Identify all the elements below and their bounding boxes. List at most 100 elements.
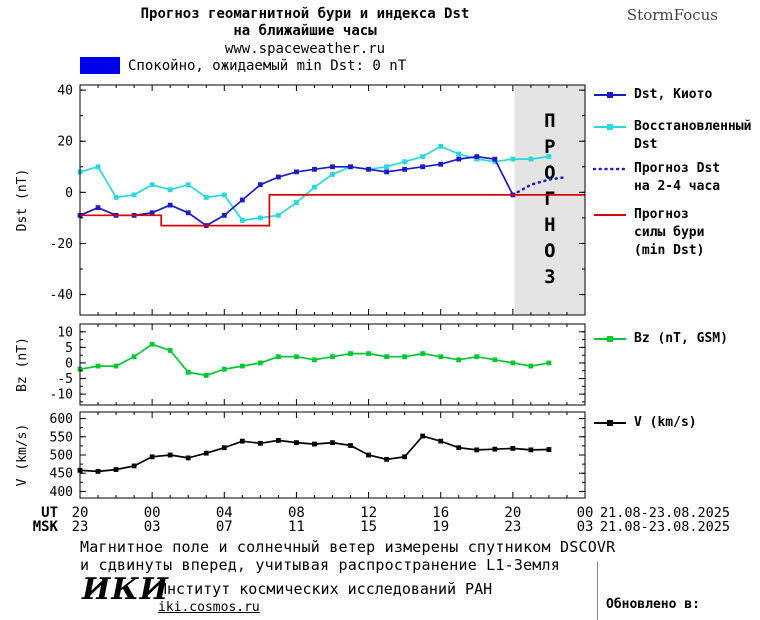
series-marker [330,354,335,360]
footer-note-line1: Магнитное поле и солнечный ветер измерен… [80,538,616,556]
series-marker [275,354,281,360]
series-marker [239,438,245,444]
series-marker [185,182,191,188]
ut-axis-label: UT [41,505,58,521]
series-marker [348,164,353,170]
y-tick-label: 0 [65,186,73,201]
updated-block: Обновлено в: UT 20:05, 22.08.2025 MSK 23… [597,562,760,620]
forecast-region-letter: Г [544,188,555,210]
series-marker [221,366,227,372]
series-marker [330,164,335,170]
series-marker [95,468,101,474]
series-marker [203,195,209,200]
series-marker [456,156,462,162]
series-marker [510,156,516,162]
legend-label: Прогноз [634,207,689,222]
series-marker [420,433,426,439]
series-marker [95,164,101,170]
iki-site-link[interactable]: iki.cosmos.ru [158,600,260,615]
series-marker [420,154,426,159]
series-marker [275,212,281,218]
series-marker [113,467,119,472]
series-marker [221,445,227,451]
y-tick-label: -5 [57,372,73,387]
series-marker [149,210,155,216]
y-tick-label: 5 [65,341,73,356]
series-marker [294,354,299,360]
forecast-region-letter: З [544,266,555,288]
header: Прогноз геомагнитной бури и индекса Dst … [55,6,555,58]
ut-tick-label: 12 [360,505,377,521]
legend-label: Dst [634,137,658,152]
series-marker [546,154,552,159]
institute-name: Институт космических исследований РАН [158,580,493,598]
series-marker [348,351,353,356]
msk-tick-label: 19 [432,519,449,535]
series-line-dst-2 [511,175,569,197]
series-marker [131,192,137,198]
series-marker [257,440,263,446]
legend-label: (min Dst) [634,243,705,258]
legend-label: V (km/s) [634,415,697,430]
legend-label: на 2-4 часа [634,179,721,194]
y-tick-label: 600 [50,412,73,427]
ut-tick-label: 08 [288,505,305,521]
y-tick-label: 20 [57,135,73,150]
y-axis-label-v: V (km/s) [15,424,30,487]
series-marker [149,454,155,460]
msk-axis-label: MSK [33,519,59,535]
series-marker [474,354,480,360]
series-marker [149,341,155,347]
msk-tick-label: 03 [144,519,161,535]
series-marker [149,182,155,188]
series-marker [402,166,408,172]
brand-label: StormFocus [626,6,718,24]
recovered-dst-swatch-icon [594,124,626,130]
series-marker [257,215,263,221]
y-tick-label: 450 [50,467,73,482]
series-marker [275,174,281,180]
page-title-line1: Прогноз геомагнитной бури и индекса Dst [140,6,470,22]
series-marker [113,195,119,200]
series-marker [492,156,498,162]
series-marker [438,438,444,444]
series-marker [366,166,371,172]
msk-tick-label: 23 [72,519,89,535]
series-marker [221,192,227,198]
series-marker [239,197,245,203]
ut-tick-label: 00 [144,505,161,521]
panel-border [79,323,586,406]
y-tick-label: 550 [50,430,73,445]
quiet-status-swatch [80,57,120,74]
forecast-region-letter: О [544,240,555,262]
quiet-status: Спокойно, ожидаемый min Dst: 0 nT [80,57,406,74]
panel-border [79,411,586,499]
chart-panel-v: 600 550 500 450 400 V (km/s) [15,411,586,500]
series-marker [528,447,534,453]
series-marker [330,440,335,446]
y-tick-label: 10 [57,325,73,340]
series-marker [492,446,498,452]
series-marker [294,200,299,205]
series-marker [384,169,390,175]
series-marker [510,446,516,451]
series-marker [167,187,173,193]
ut-tick-label: 20 [72,505,89,521]
series-marker [312,357,317,363]
series-marker [402,454,408,460]
series-marker [257,182,263,188]
ut-tick-label: 00 [577,505,594,521]
quiet-status-text: Спокойно, ожидаемый min Dst: 0 nT [128,57,407,74]
series-marker [366,351,371,356]
msk-tick-label: 15 [360,519,377,535]
series-marker [384,164,390,170]
forecast-region-letter: Р [544,136,555,158]
series-marker [275,438,281,443]
series-marker [474,156,480,162]
legend-label: Прогноз Dst [634,161,721,176]
series-marker [528,156,534,162]
series-marker [366,452,371,458]
